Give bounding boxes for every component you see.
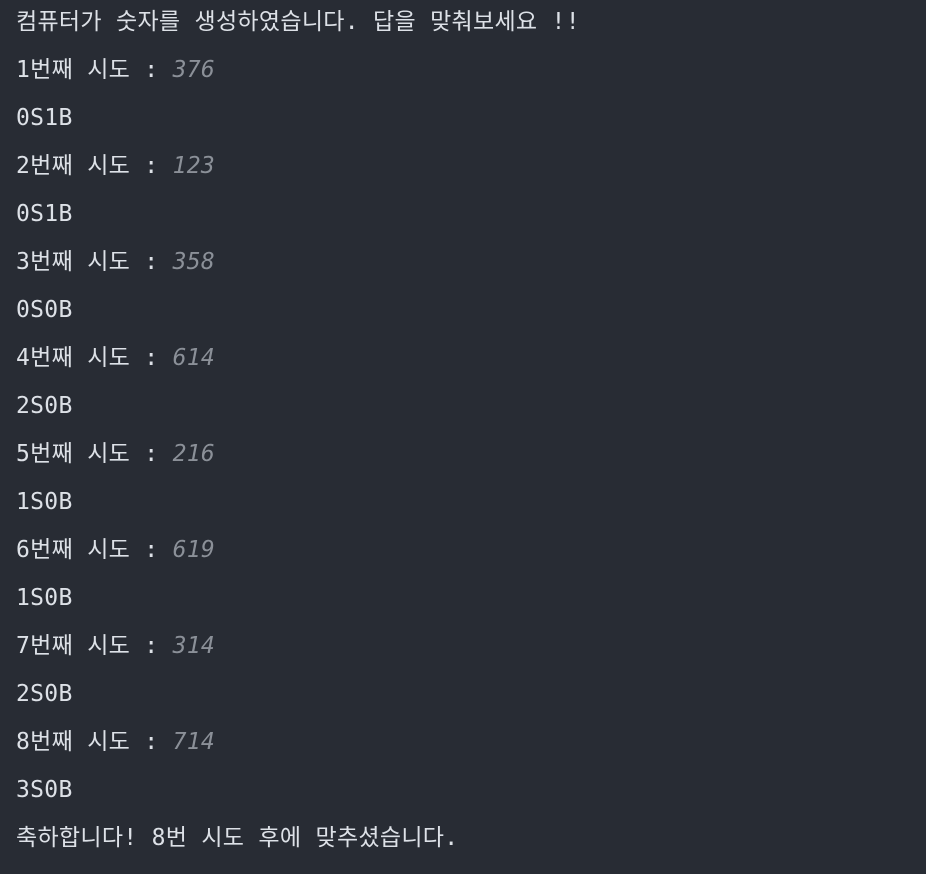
- attempt-line: 3번째 시도 : 358: [16, 247, 926, 295]
- intro-message: 컴퓨터가 숫자를 생성하였습니다. 답을 맞춰보세요 !!: [16, 9, 580, 35]
- attempt-result: 1S0B: [16, 585, 73, 611]
- attempt-prompt: 4번째 시도 :: [16, 345, 173, 371]
- user-input: 358: [172, 249, 216, 275]
- user-input: 714: [172, 729, 216, 755]
- attempt-prompt: 5번째 시도 :: [16, 441, 173, 467]
- user-input: 123: [172, 153, 216, 179]
- attempt-prompt: 3번째 시도 :: [16, 249, 173, 275]
- attempt-prompt: 8번째 시도 :: [16, 729, 173, 755]
- attempt-result: 0S0B: [16, 297, 73, 323]
- user-input: 614: [172, 345, 216, 371]
- attempt-prompt: 7번째 시도 :: [16, 633, 173, 659]
- success-message: 축하합니다! 8번 시도 후에 맞추셨습니다.: [16, 825, 459, 851]
- user-input: 314: [172, 633, 216, 659]
- attempt-result: 3S0B: [16, 777, 73, 803]
- attempt-result: 0S1B: [16, 105, 73, 131]
- attempt-line: 2번째 시도 : 123: [16, 151, 926, 199]
- attempt-prompt: 2번째 시도 :: [16, 153, 173, 179]
- attempt-prompt: 1번째 시도 :: [16, 57, 173, 83]
- attempt-result: 0S1B: [16, 201, 73, 227]
- attempt-result: 2S0B: [16, 393, 73, 419]
- user-input: 619: [172, 537, 216, 563]
- user-input: 216: [172, 441, 216, 467]
- attempt-line: 1번째 시도 : 376: [16, 55, 926, 103]
- attempt-line: 8번째 시도 : 714: [16, 727, 926, 775]
- attempt-line: 4번째 시도 : 614: [16, 343, 926, 391]
- attempt-line: 5번째 시도 : 216: [16, 439, 926, 487]
- attempt-line: 6번째 시도 : 619: [16, 535, 926, 583]
- attempt-prompt: 6번째 시도 :: [16, 537, 173, 563]
- attempt-result: 1S0B: [16, 489, 73, 515]
- user-input: 376: [172, 57, 216, 83]
- attempt-line: 7번째 시도 : 314: [16, 631, 926, 679]
- attempt-result: 2S0B: [16, 681, 73, 707]
